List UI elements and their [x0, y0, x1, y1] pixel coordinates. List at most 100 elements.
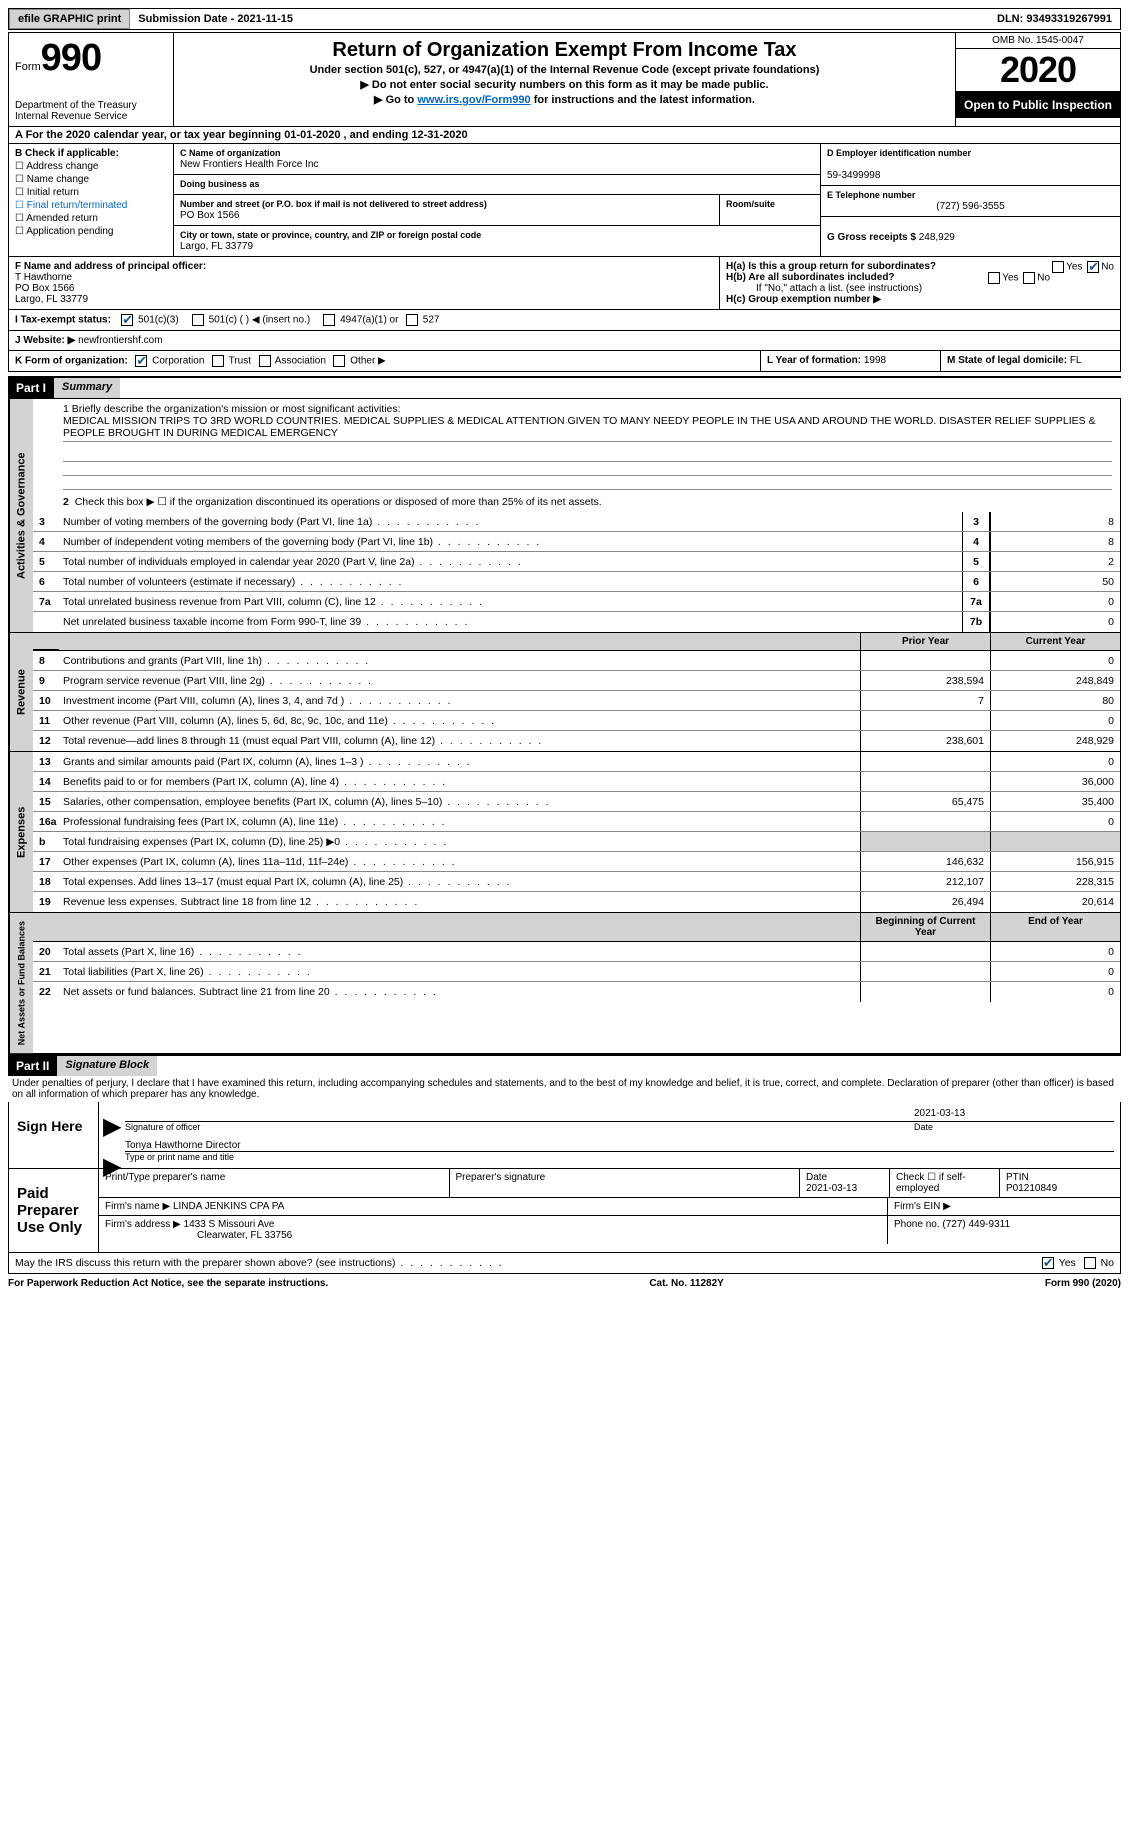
website-value: newfrontiershf.com [78, 335, 162, 346]
data-line: 20Total assets (Part X, line 16)0 [33, 942, 1120, 962]
part-2-title: Signature Block [57, 1056, 157, 1076]
self-emp-cell: Check ☐ if self-employed [890, 1169, 1000, 1197]
principal-officer: F Name and address of principal officer:… [9, 257, 720, 309]
ha-no[interactable] [1087, 261, 1099, 273]
l-label: L Year of formation: [767, 355, 864, 366]
may-irs-yes[interactable] [1042, 1257, 1054, 1269]
hb-note: If "No," attach a list. (see instruction… [726, 283, 1114, 294]
gov-line: 7aTotal unrelated business revenue from … [33, 592, 1120, 612]
chk-initial-return[interactable]: ☐ Initial return [15, 187, 167, 198]
irs-link[interactable]: www.irs.gov/Form990 [417, 94, 530, 106]
hb-label: H(b) Are all subordinates included? [726, 272, 895, 283]
dba-label: Doing business as [180, 179, 260, 189]
prep-sig-label: Preparer's signature [450, 1169, 801, 1197]
paid-preparer-label: Paid Preparer Use Only [9, 1169, 99, 1252]
chk-527[interactable] [406, 314, 418, 326]
phone-label: E Telephone number [827, 190, 915, 200]
city-label: City or town, state or province, country… [180, 230, 481, 240]
data-line: 13Grants and similar amounts paid (Part … [33, 752, 1120, 772]
page-footer: For Paperwork Reduction Act Notice, see … [8, 1274, 1121, 1289]
row-k: K Form of organization: Corporation Trus… [8, 351, 1121, 372]
revenue-table: Revenue Prior Year Current Year 8Contrib… [8, 633, 1121, 752]
ha-yes[interactable] [1052, 261, 1064, 273]
data-line: 17Other expenses (Part IX, column (A), l… [33, 852, 1120, 872]
chk-trust[interactable] [212, 355, 224, 367]
ptin-cell: PTINP01210849 [1000, 1169, 1120, 1197]
gross-value: 248,929 [919, 232, 955, 243]
officer-name: T Hawthorne [15, 272, 72, 283]
part-1-tag: Part I [8, 378, 54, 398]
officer-name-title: Tonya Hawthorne Director [125, 1132, 1114, 1152]
signature-block: Sign Here 2021-03-13 Signature of office… [8, 1102, 1121, 1253]
side-governance: Activities & Governance [9, 399, 33, 632]
data-line: 8Contributions and grants (Part VIII, li… [33, 651, 1120, 671]
hb-yes[interactable] [988, 272, 1000, 284]
chk-address-change[interactable]: ☐ Address change [15, 161, 167, 172]
chk-4947[interactable] [323, 314, 335, 326]
date-label: Date [914, 1122, 1114, 1132]
col-b-checkboxes: B Check if applicable: ☐ Address change … [9, 144, 174, 256]
org-info-grid: B Check if applicable: ☐ Address change … [8, 144, 1121, 257]
expenses-table: Expenses 13Grants and similar amounts pa… [8, 752, 1121, 913]
top-bar: efile GRAPHIC print Submission Date - 20… [8, 8, 1121, 30]
instruction-2: ▶ Go to www.irs.gov/Form990 for instruct… [182, 93, 947, 106]
preparer-table: Print/Type preparer's name Preparer's si… [99, 1169, 1120, 1252]
right-header-block: OMB No. 1545-0047 2020 Open to Public In… [955, 33, 1120, 126]
firm-ein-cell: Firm's EIN ▶ [888, 1198, 1120, 1215]
data-line: 21Total liabilities (Part X, line 26)0 [33, 962, 1120, 982]
chk-501c3[interactable] [121, 314, 133, 326]
submission-date: Submission Date - 2021-11-15 [130, 9, 301, 29]
data-line: 15Salaries, other compensation, employee… [33, 792, 1120, 812]
may-irs-no[interactable] [1084, 1257, 1096, 1269]
ein-label: D Employer identification number [827, 148, 971, 158]
l-value: 1998 [864, 355, 886, 366]
chk-name-change[interactable]: ☐ Name change [15, 174, 167, 185]
city-value: Largo, FL 33779 [180, 241, 253, 252]
chk-assoc[interactable] [259, 355, 271, 367]
gov-line: 6Total number of volunteers (estimate if… [33, 572, 1120, 592]
sig-date: 2021-03-13 [914, 1108, 1114, 1119]
chk-amended[interactable]: ☐ Amended return [15, 213, 167, 224]
data-line: 18Total expenses. Add lines 13–17 (must … [33, 872, 1120, 892]
governance-table: Activities & Governance 1 Briefly descri… [8, 398, 1121, 633]
hc-label: H(c) Group exemption number ▶ [726, 294, 881, 305]
form-header: Form990 Department of the Treasury Inter… [8, 32, 1121, 127]
hb-no[interactable] [1023, 272, 1035, 284]
officer-addr1: PO Box 1566 [15, 283, 74, 294]
gov-line: 5Total number of individuals employed in… [33, 552, 1120, 572]
gross-label: G Gross receipts $ [827, 232, 919, 243]
print-name-label: Print/Type preparer's name [99, 1169, 450, 1197]
m-value: FL [1070, 355, 1082, 366]
efile-print-button[interactable]: efile GRAPHIC print [9, 9, 130, 29]
h-group-return: H(a) Is this a group return for subordin… [720, 257, 1120, 309]
phone-value: (727) 596-3555 [827, 201, 1114, 212]
mission-text: MEDICAL MISSION TRIPS TO 3RD WORLD COUNT… [63, 415, 1112, 442]
chk-application-pending[interactable]: ☐ Application pending [15, 226, 167, 237]
th-current: Current Year [990, 633, 1120, 650]
footer-right: Form 990 (2020) [1045, 1278, 1121, 1289]
room-label: Room/suite [726, 199, 775, 209]
city-cell: City or town, state or province, country… [174, 226, 820, 256]
gross-receipts-cell: G Gross receipts $ 248,929 [821, 217, 1120, 247]
chk-other[interactable] [333, 355, 345, 367]
firm-name-cell: Firm's name ▶ LINDA JENKINS CPA PA [99, 1198, 888, 1215]
goto-text: ▶ Go to [374, 94, 417, 106]
street-label: Number and street (or P.O. box if mail i… [180, 199, 487, 209]
col-c-org-info: C Name of organization New Frontiers Hea… [174, 144, 820, 256]
col-b-header: B Check if applicable: [15, 148, 119, 159]
row-i-tax-status: I Tax-exempt status: 501(c)(3) 501(c) ( … [8, 310, 1121, 331]
data-line: 11Other revenue (Part VIII, column (A), … [33, 711, 1120, 731]
dln: DLN: 93493319267991 [989, 9, 1120, 29]
address-row: Number and street (or P.O. box if mail i… [174, 195, 820, 226]
row-a-tax-year: A For the 2020 calendar year, or tax yea… [8, 127, 1121, 144]
may-irs-row: May the IRS discuss this return with the… [8, 1253, 1121, 1274]
chk-corp[interactable] [135, 355, 147, 367]
form-word: Form [15, 61, 41, 73]
chk-final-return[interactable]: ☐ Final return/terminated [15, 200, 167, 211]
officer-addr2: Largo, FL 33779 [15, 294, 88, 305]
chk-501c[interactable] [192, 314, 204, 326]
form-number-block: Form990 Department of the Treasury Inter… [9, 33, 174, 126]
data-line: 10Investment income (Part VIII, column (… [33, 691, 1120, 711]
room-cell: Room/suite [720, 195, 820, 225]
th-prior: Prior Year [860, 633, 990, 650]
